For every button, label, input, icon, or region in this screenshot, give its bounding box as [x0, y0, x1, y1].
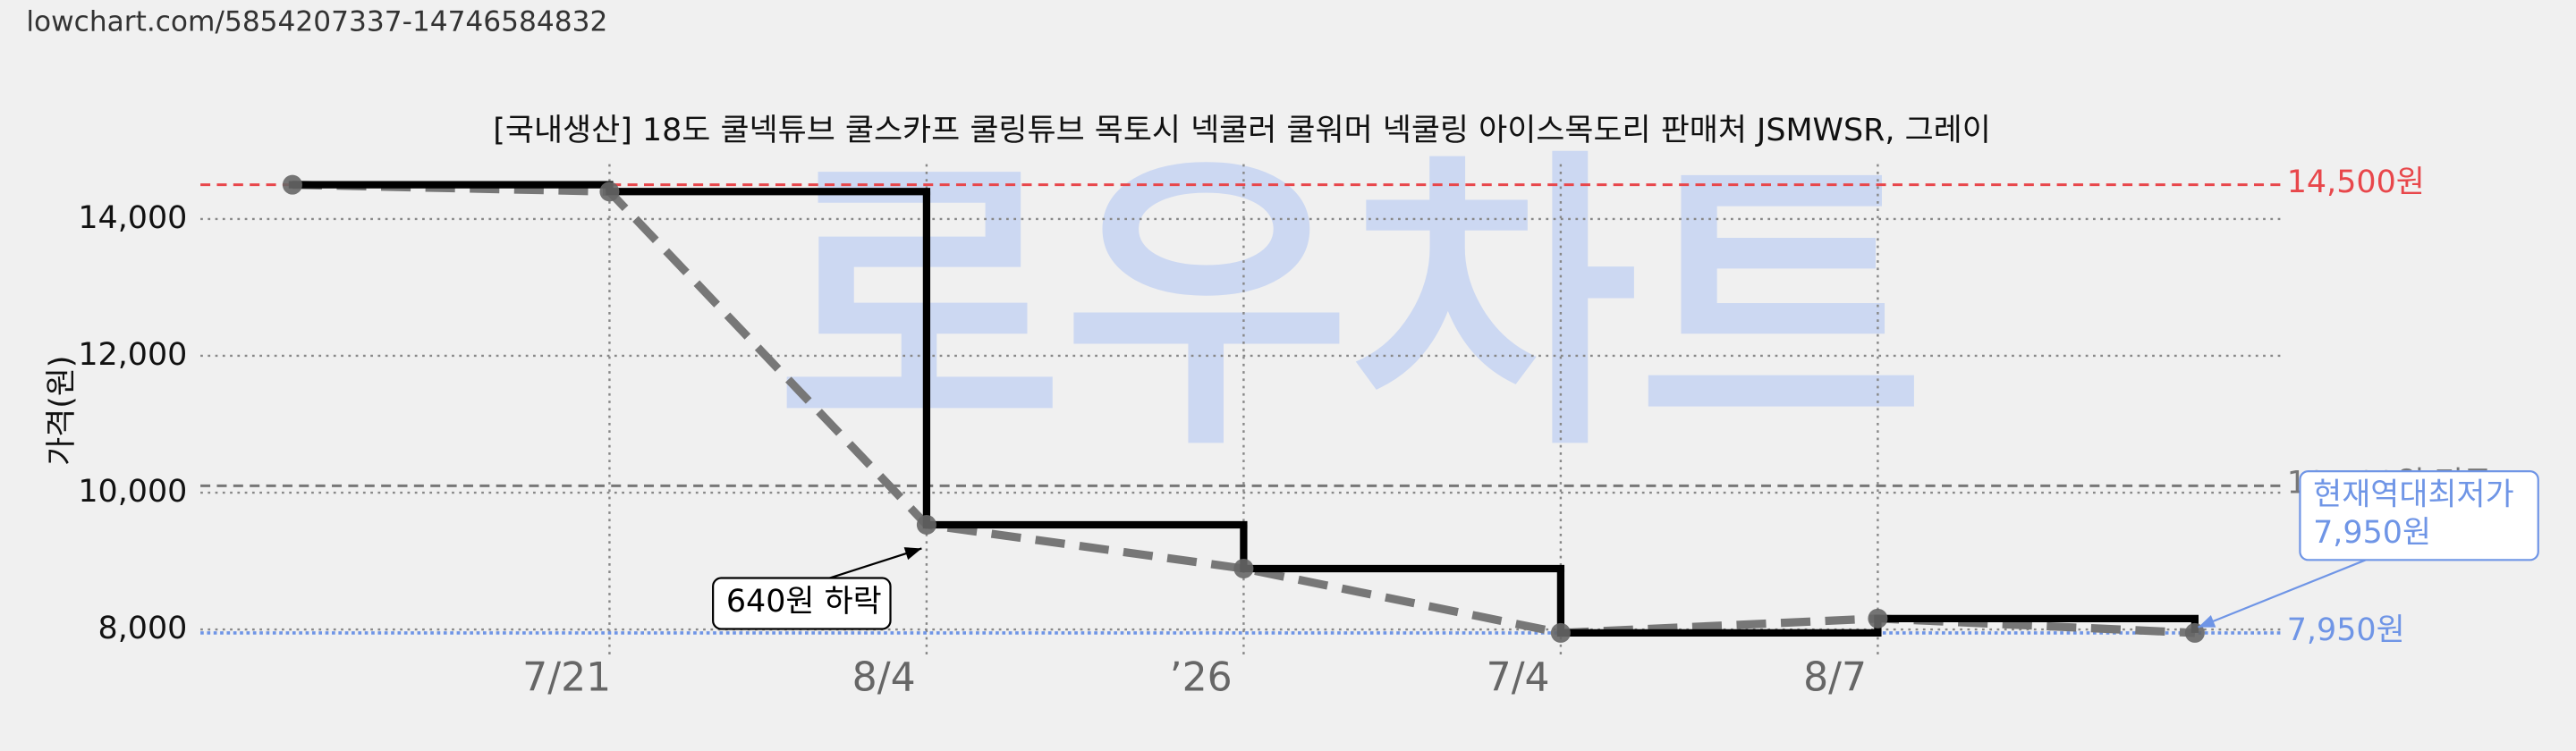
point: [282, 174, 302, 195]
annotation-arrowhead: [903, 547, 922, 561]
y-tick-label: 14,000: [78, 200, 187, 236]
x-tick-label: 7/21: [522, 654, 611, 700]
annotation-box: [712, 577, 892, 630]
annotation-arrow: [2198, 559, 2367, 629]
y-axis-label: 가격(원): [44, 355, 80, 465]
point: [916, 514, 936, 536]
y-tick-label: 10,000: [78, 474, 187, 510]
point: [1233, 558, 1254, 578]
chart-title: [국내생산] 18도 쿨넥튜브 쿨스카프 쿨링튜브 목토시 넥쿨러 쿨워머 넥쿨…: [493, 113, 1991, 148]
url: lowchart.com/5854207337-14746584832: [26, 6, 607, 38]
reference-label: 7,950원: [2287, 612, 2405, 648]
annotation-text: 640원 하락: [726, 584, 882, 620]
annotation-text: 현재역대최저가: [2313, 477, 2514, 513]
point: [1550, 622, 1571, 643]
watermark: 로우차트: [776, 125, 1925, 488]
x-tick-label: 8/4: [852, 654, 916, 700]
annotation-arrowhead: [2198, 614, 2216, 628]
point: [1868, 608, 1888, 629]
x-tick-label: 7/4: [1487, 654, 1550, 700]
reference-label: 14,500원: [2287, 165, 2425, 200]
x-tick-label: 8/7: [1803, 654, 1867, 700]
annotation-box: [2299, 470, 2539, 561]
annotation-text: 7,950원: [2313, 515, 2431, 551]
y-tick-label: 12,000: [78, 337, 187, 373]
point: [599, 181, 620, 202]
point: [2184, 622, 2205, 643]
x-tick-label: ’26: [1170, 654, 1233, 700]
y-tick-label: 8,000: [98, 611, 188, 646]
